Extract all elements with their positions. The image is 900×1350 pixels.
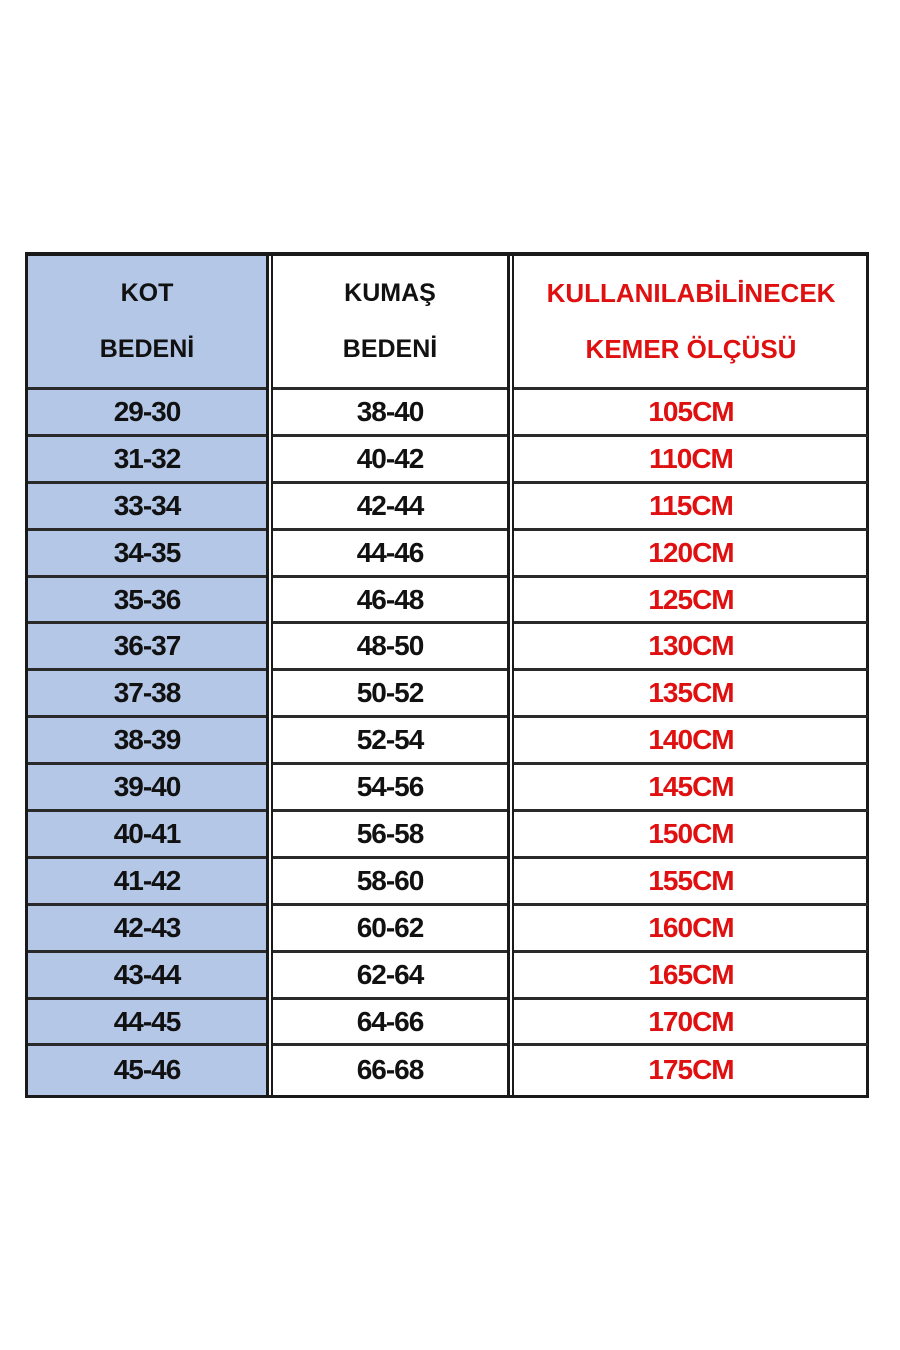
table-cell: 43-44 [28,953,266,1000]
table-cell: 150CM [514,812,868,859]
table-cell: 50-52 [273,671,507,719]
header-jeans-size: KOT BEDENİ [28,256,266,390]
column-belt-size: KULLANILABİLİNECEK KEMER ÖLÇÜSÜ 105CM 110… [512,256,868,1095]
table-cell: 175CM [648,1053,734,1085]
table-cell: 58-60 [273,859,507,906]
table-cell: 38-40 [273,390,507,437]
table-cell: 120CM [514,531,868,578]
table-cell: 39-40 [28,765,266,813]
table-cell: 62-64 [273,953,507,1000]
table-cell: 35-36 [28,578,266,625]
table-cell: 41-42 [28,859,266,906]
table-cell: 155CM [514,859,868,906]
table-cell: 125CM [514,578,868,625]
table-cell: 42-44 [273,484,507,531]
table-cell: 135CM [514,671,868,719]
table-cell: 31-32 [28,437,266,484]
table-cell: 37-38 [28,671,266,719]
table-cell: 54-56 [273,765,507,813]
table-cell: 33-34 [28,484,266,531]
table-cell: 170CM [514,1000,868,1047]
column-jeans-size: KOT BEDENİ 29-30 31-32 33-34 34-35 35-36 36-3… [28,256,269,1095]
header-line: BEDENİ [342,334,438,363]
table-cell: 42-43 [28,906,266,953]
table-cell: 64-66 [273,1000,507,1047]
column-fabric-size: KUMAŞ BEDENİ 38-40 40-42 42-44 44-46 46-48 48… [271,256,510,1095]
table-cell: 105CM [514,390,868,437]
table-cell: 40-41 [28,812,266,859]
table-cell: 52-54 [273,718,507,766]
table-cell: 40-42 [273,437,507,484]
table-cell: 34-35 [28,531,266,578]
table-cell: 165CM [514,953,868,1000]
table-cell: 130CM [514,624,868,672]
table-cell: 36-37 [28,624,266,672]
table-cell: 110CM [514,437,868,484]
table-cell: 45-46 [113,1053,182,1085]
size-table: KOT BEDENİ 29-30 31-32 33-34 34-35 35-36 36-3… [25,252,869,1098]
table-cell: 115CM [514,484,868,531]
header-line: KULLANILABİLİNECEK [546,278,836,309]
table-cell: 140CM [514,718,868,766]
header-line: KUMAŞ [344,279,436,308]
table-cell: 60-62 [273,906,507,953]
table-cell: 38-39 [28,718,266,766]
header-line: KOT [120,279,174,308]
table-cell: 56-58 [273,812,507,859]
table-cell: 44-45 [28,1000,266,1047]
header-belt-size: KULLANILABİLİNECEK KEMER ÖLÇÜSÜ [514,256,868,390]
table-cell: 160CM [514,906,868,953]
table-cell: 48-50 [273,624,507,672]
table-cell: 44-46 [273,531,507,578]
header-line: KEMER ÖLÇÜSÜ [585,333,797,364]
header-line: BEDENİ [99,334,195,363]
table-cell: 66-68 [356,1053,425,1085]
table-cell: 46-48 [273,578,507,625]
table-cell: 29-30 [28,390,266,437]
header-fabric-size: KUMAŞ BEDENİ [273,256,507,390]
table-cell: 145CM [514,765,868,813]
